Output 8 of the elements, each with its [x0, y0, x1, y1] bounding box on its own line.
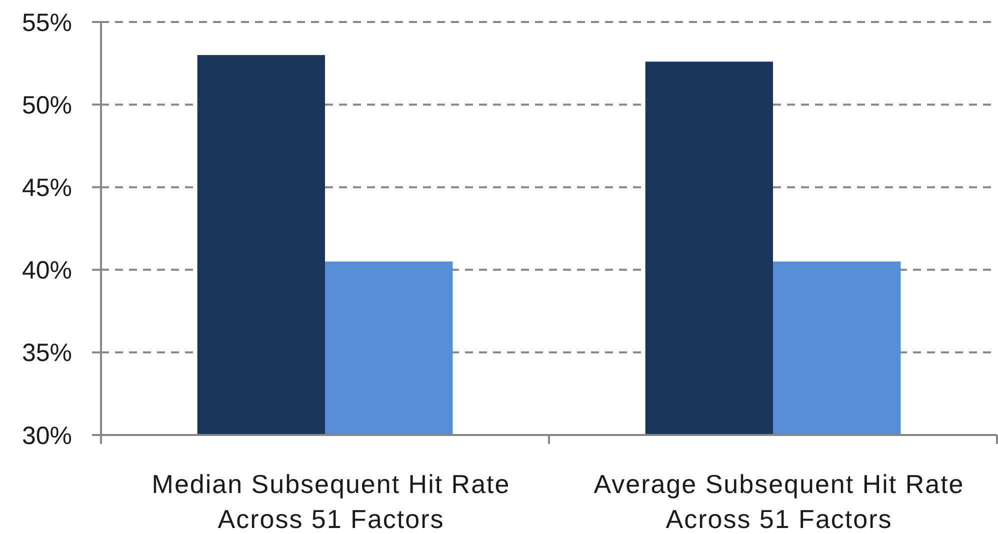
y-tick-label: 50% — [22, 91, 72, 120]
y-tick-label: 35% — [22, 339, 72, 368]
y-tick-label: 55% — [22, 8, 72, 37]
y-tick-label: 30% — [22, 422, 72, 450]
x-tick-label: Average Subsequent Hit Rate Across 51 Factors — [594, 469, 964, 534]
y-tick-label: 45% — [22, 174, 72, 202]
x-tick-label: Median Subsequent Hit Rate Across 51 Factors — [152, 469, 510, 534]
y-tick-label: 40% — [22, 256, 72, 285]
